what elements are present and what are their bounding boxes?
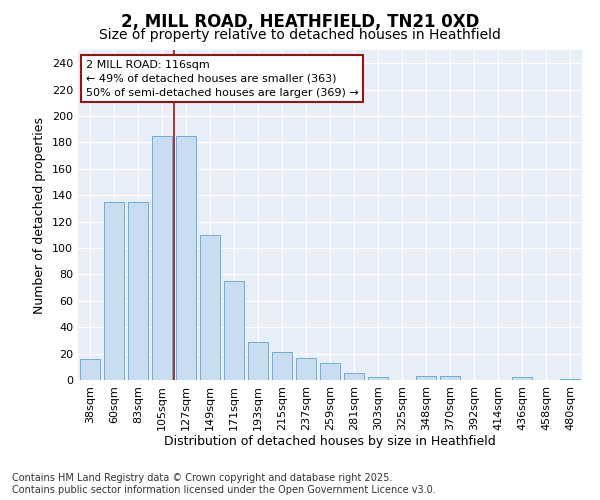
Bar (248, 342, 268, 380)
Bar (104, 202, 124, 380)
Bar (416, 376, 436, 380)
Bar (176, 136, 196, 380)
Y-axis label: Number of detached properties: Number of detached properties (34, 116, 46, 314)
Bar (272, 352, 292, 380)
Bar (560, 378, 580, 380)
Bar (152, 136, 172, 380)
Bar (296, 358, 316, 380)
Bar (440, 376, 460, 380)
Bar (368, 378, 388, 380)
Bar (344, 374, 364, 380)
X-axis label: Distribution of detached houses by size in Heathfield: Distribution of detached houses by size … (164, 436, 496, 448)
Bar (512, 378, 532, 380)
Bar (80, 359, 100, 380)
Text: Size of property relative to detached houses in Heathfield: Size of property relative to detached ho… (99, 28, 501, 42)
Bar (128, 202, 148, 380)
Text: 2, MILL ROAD, HEATHFIELD, TN21 0XD: 2, MILL ROAD, HEATHFIELD, TN21 0XD (121, 12, 479, 30)
Bar (200, 235, 220, 380)
Bar (224, 281, 244, 380)
Bar (320, 363, 340, 380)
Text: Contains HM Land Registry data © Crown copyright and database right 2025.
Contai: Contains HM Land Registry data © Crown c… (12, 474, 436, 495)
Text: 2 MILL ROAD: 116sqm
← 49% of detached houses are smaller (363)
50% of semi-detac: 2 MILL ROAD: 116sqm ← 49% of detached ho… (86, 60, 358, 98)
